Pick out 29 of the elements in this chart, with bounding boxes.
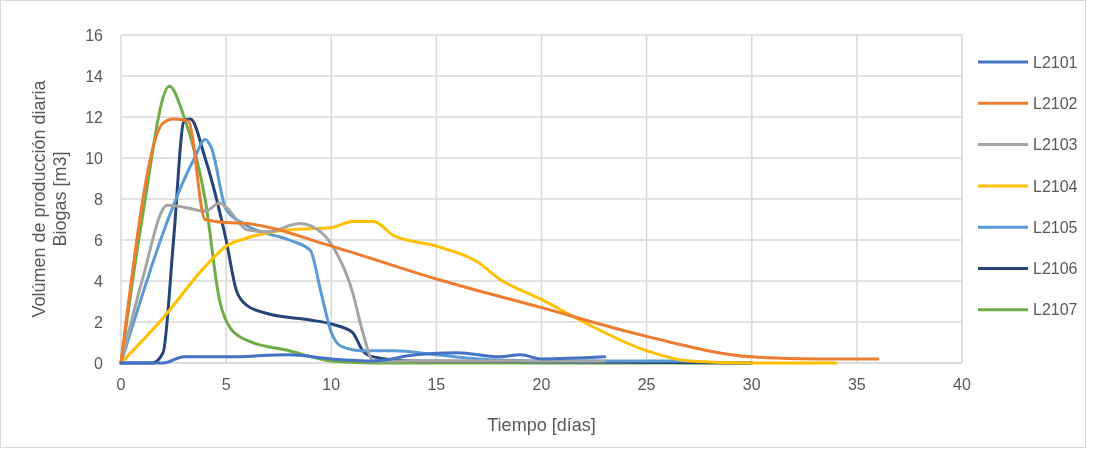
y-tick-label: 8 (94, 190, 104, 208)
x-tick-label: 40 (953, 376, 971, 393)
y-tick-label: 4 (94, 272, 104, 290)
legend-label: L2106 (1033, 260, 1078, 278)
x-tick-label: 0 (116, 376, 126, 393)
line-series (119, 351, 607, 365)
x-tick-label: 15 (427, 376, 446, 393)
x-tick-label: 25 (637, 376, 656, 393)
legend-label: L2105 (1033, 218, 1078, 236)
legend-label: L2101 (1033, 53, 1078, 71)
y-tick-label: 14 (85, 67, 104, 85)
x-tick-label: 10 (322, 376, 341, 393)
legend-label: L2103 (1033, 136, 1078, 154)
y-tick-label: 0 (94, 354, 104, 372)
y-axis-title: Volúmen de producción diaria Biogas [m3] (28, 79, 71, 318)
y-tick-label: 12 (85, 108, 104, 126)
line-series (119, 117, 880, 365)
x-tick-label: 5 (221, 376, 231, 393)
legend-label: L2104 (1033, 177, 1078, 195)
y-tick-label: 16 (85, 26, 104, 44)
y-tick-label: 6 (94, 231, 104, 249)
x-axis-title: Tiempo [días] (487, 415, 596, 435)
legend-label: L2107 (1033, 301, 1078, 319)
y-tick-label: 2 (94, 313, 104, 331)
x-tick-label: 30 (742, 376, 761, 393)
x-tick-label: 35 (847, 376, 866, 393)
y-tick-label: 10 (85, 149, 104, 167)
legend-label: L2102 (1033, 94, 1078, 112)
x-tick-label: 20 (532, 376, 551, 393)
